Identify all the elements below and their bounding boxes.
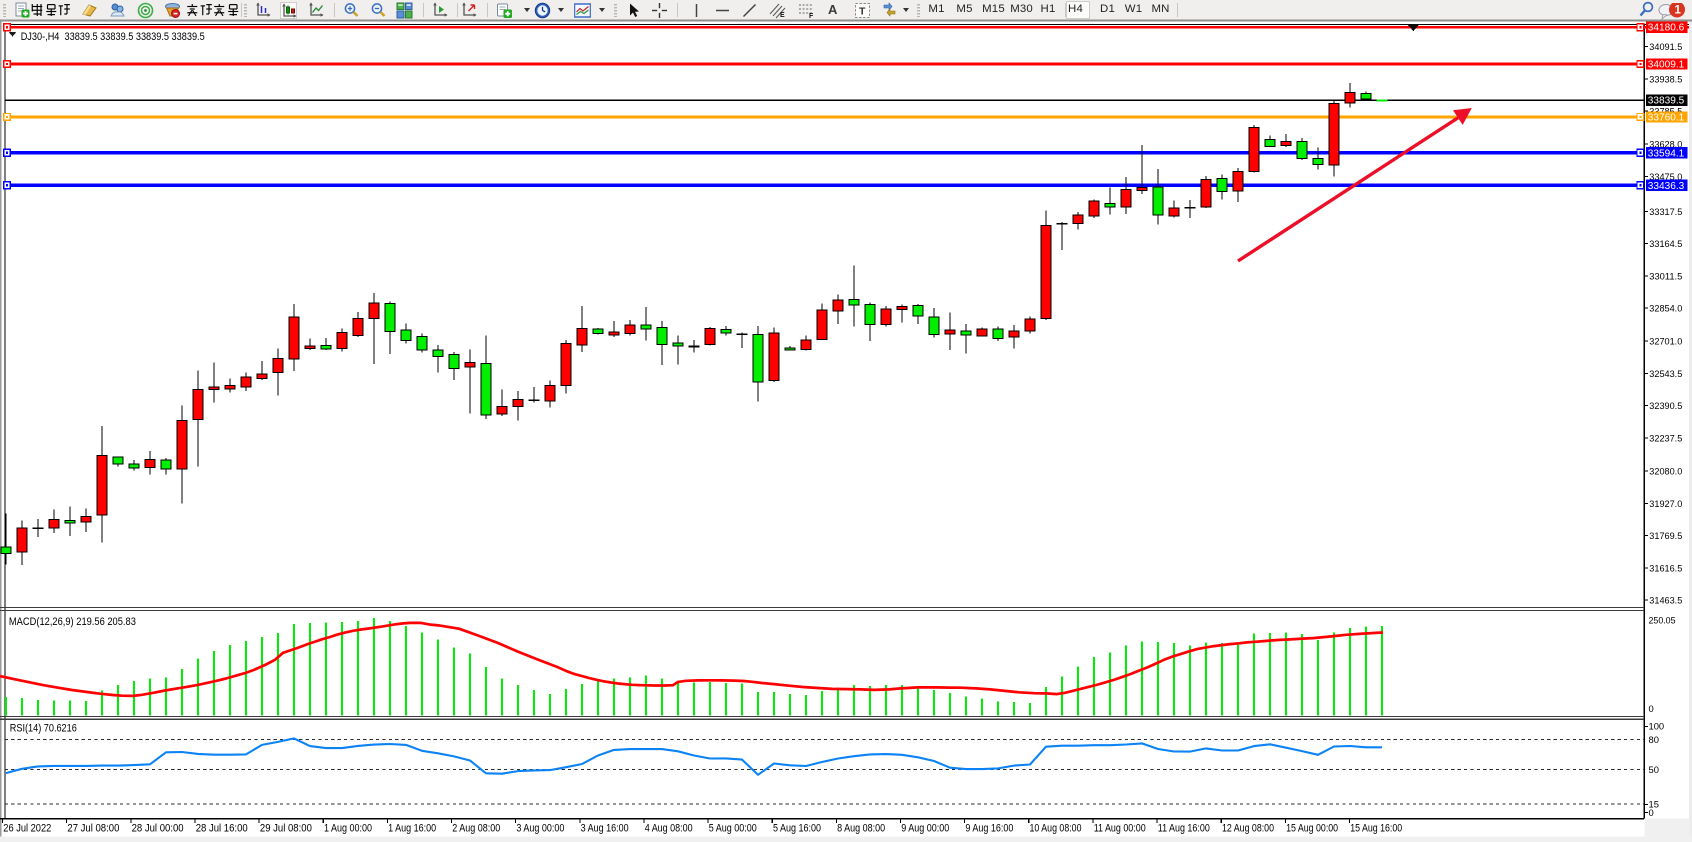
svg-text:0: 0: [1649, 703, 1654, 714]
svg-text:27 Jul 08:00: 27 Jul 08:00: [67, 823, 119, 835]
svg-text:29 Jul 08:00: 29 Jul 08:00: [260, 823, 312, 835]
svg-text:5 Aug 00:00: 5 Aug 00:00: [709, 823, 757, 835]
svg-text:4 Aug 08:00: 4 Aug 08:00: [645, 823, 693, 835]
svg-text:34009.1: 34009.1: [1648, 60, 1685, 71]
svg-text:T: T: [859, 5, 866, 17]
svg-text:32080.0: 32080.0: [1649, 465, 1682, 476]
svg-text:31927.0: 31927.0: [1649, 498, 1682, 509]
svg-text:50: 50: [1649, 764, 1659, 775]
svg-text:10 Aug 08:00: 10 Aug 08:00: [1030, 823, 1082, 835]
svg-text:31769.5: 31769.5: [1649, 530, 1682, 541]
svg-text:28 Jul 00:00: 28 Jul 00:00: [132, 823, 184, 835]
svg-text:31616.5: 31616.5: [1649, 562, 1682, 573]
svg-text:32701.0: 32701.0: [1649, 335, 1682, 346]
svg-text:33785.5: 33785.5: [1649, 105, 1682, 116]
svg-text:33436.3: 33436.3: [1648, 181, 1685, 192]
svg-text:F: F: [809, 13, 814, 19]
svg-text:RSI(14) 70.6216: RSI(14) 70.6216: [10, 722, 77, 734]
svg-text:80: 80: [1649, 734, 1659, 745]
svg-text:MACD(12,26,9) 219.56 205.83: MACD(12,26,9) 219.56 205.83: [9, 616, 136, 628]
svg-text:0: 0: [1649, 807, 1654, 818]
svg-text:33938.5: 33938.5: [1649, 73, 1682, 84]
svg-text:32390.5: 32390.5: [1649, 400, 1682, 411]
svg-text:1: 1: [1675, 5, 1682, 17]
svg-text:33628.0: 33628.0: [1649, 138, 1682, 149]
svg-text:250.05: 250.05: [1649, 614, 1676, 625]
svg-text:32237.5: 32237.5: [1649, 432, 1682, 443]
svg-text:100: 100: [1649, 721, 1665, 732]
svg-text:5 Aug 16:00: 5 Aug 16:00: [773, 823, 821, 835]
svg-text:33317.5: 33317.5: [1649, 206, 1682, 217]
svg-text:2 Aug 08:00: 2 Aug 08:00: [452, 823, 500, 835]
svg-text:11 Aug 00:00: 11 Aug 00:00: [1094, 823, 1146, 835]
svg-text:34180.6: 34180.6: [1648, 23, 1685, 34]
svg-text:3 Aug 16:00: 3 Aug 16:00: [581, 823, 629, 835]
svg-text:3 Aug 00:00: 3 Aug 00:00: [516, 823, 564, 835]
svg-text:E: E: [780, 12, 785, 19]
svg-text:28 Jul 16:00: 28 Jul 16:00: [196, 823, 248, 835]
svg-text:33839.5: 33839.5: [1648, 96, 1685, 107]
svg-text:DJ30-,H4 33839.5 33839.5 3383: DJ30-,H4 33839.5 33839.5 33839.5 33839.5: [21, 31, 205, 43]
svg-text:9 Aug 16:00: 9 Aug 16:00: [965, 823, 1013, 835]
svg-text:33760.1: 33760.1: [1648, 112, 1685, 123]
svg-text:11 Aug 16:00: 11 Aug 16:00: [1158, 823, 1210, 835]
svg-text:32543.5: 32543.5: [1649, 368, 1682, 379]
svg-text:32854.0: 32854.0: [1649, 302, 1682, 313]
svg-text:33164.5: 33164.5: [1649, 238, 1682, 249]
svg-text:8 Aug 08:00: 8 Aug 08:00: [837, 823, 885, 835]
svg-text:9 Aug 00:00: 9 Aug 00:00: [901, 823, 949, 835]
svg-text:15 Aug 00:00: 15 Aug 00:00: [1286, 823, 1338, 835]
svg-text:34091.5: 34091.5: [1649, 41, 1682, 52]
svg-text:15: 15: [1649, 799, 1659, 810]
svg-text:33011.5: 33011.5: [1649, 270, 1682, 281]
svg-text:33594.1: 33594.1: [1648, 148, 1685, 159]
svg-text:15 Aug 16:00: 15 Aug 16:00: [1350, 823, 1402, 835]
svg-text:31463.5: 31463.5: [1649, 594, 1682, 605]
svg-text:12 Aug 08:00: 12 Aug 08:00: [1222, 823, 1274, 835]
svg-text:33475.0: 33475.0: [1649, 171, 1682, 182]
svg-text:1 Aug 00:00: 1 Aug 00:00: [324, 823, 372, 835]
svg-text:1 Aug 16:00: 1 Aug 16:00: [388, 823, 436, 835]
svg-text:26 Jul 2022: 26 Jul 2022: [3, 823, 51, 835]
